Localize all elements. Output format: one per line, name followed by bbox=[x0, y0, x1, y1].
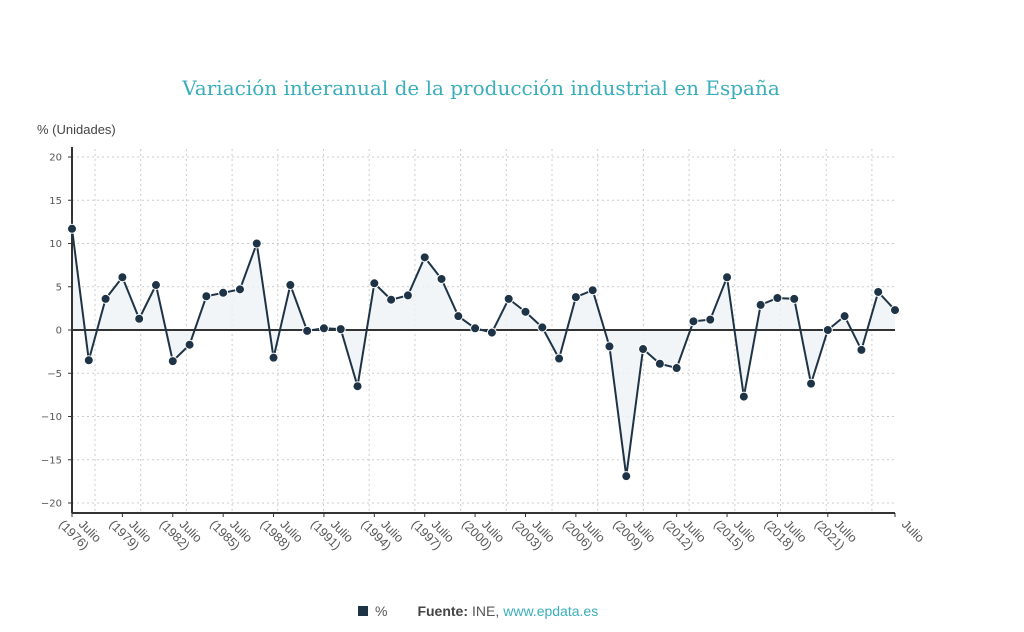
chart-footer: % Fuente: INE, www.epdata.es bbox=[358, 603, 598, 619]
y-axis-label: % (Unidades) bbox=[37, 122, 116, 137]
data-point bbox=[150, 280, 161, 291]
x-tick-label: Julio(2021) bbox=[812, 517, 860, 552]
x-tick-label: Julio(2000) bbox=[459, 517, 507, 552]
y-tick-label: 5 bbox=[56, 282, 62, 293]
x-tick-label: Julio(2003) bbox=[510, 517, 558, 552]
y-tick-label: 20 bbox=[49, 153, 62, 164]
y-tick-label: −10 bbox=[41, 412, 62, 423]
x-tick-label: Julio(1976) bbox=[56, 517, 104, 552]
x-tick-label: Julio bbox=[899, 517, 927, 545]
data-point bbox=[587, 285, 598, 296]
data-point bbox=[873, 286, 884, 297]
x-tick-label: Julio(2006) bbox=[560, 517, 608, 552]
x-tick-label: Julio(1985) bbox=[207, 517, 255, 552]
data-point bbox=[268, 352, 279, 363]
source-text: INE, bbox=[472, 603, 500, 619]
y-tick-label: −5 bbox=[47, 369, 62, 380]
data-point bbox=[251, 238, 262, 249]
y-tick-label: 0 bbox=[56, 326, 62, 337]
series-line bbox=[71, 228, 896, 477]
x-tick-label: Julio(1994) bbox=[358, 517, 406, 552]
data-point bbox=[789, 293, 800, 304]
x-tick-label: Julio(1997) bbox=[409, 517, 457, 552]
data-points bbox=[67, 223, 900, 482]
data-point bbox=[453, 311, 464, 322]
y-tick-label: 15 bbox=[49, 196, 62, 207]
data-point bbox=[486, 327, 497, 338]
x-tick-label: Julio(2018) bbox=[762, 517, 810, 552]
data-point bbox=[856, 344, 867, 355]
data-point bbox=[738, 391, 749, 402]
data-point bbox=[335, 324, 346, 335]
data-point bbox=[537, 322, 548, 333]
data-point bbox=[369, 278, 380, 289]
data-point bbox=[100, 293, 111, 304]
data-point bbox=[184, 339, 195, 350]
data-point bbox=[806, 378, 817, 389]
y-tick-label: 10 bbox=[49, 239, 62, 250]
x-tick-label: Julio(2015) bbox=[711, 517, 759, 552]
data-point bbox=[520, 306, 531, 317]
x-tick-label: Julio(1979) bbox=[106, 517, 154, 552]
data-point bbox=[352, 381, 363, 392]
data-point bbox=[386, 294, 397, 305]
data-point bbox=[755, 299, 766, 310]
data-point bbox=[470, 323, 481, 334]
data-point bbox=[67, 223, 77, 234]
data-point bbox=[218, 287, 229, 298]
data-point bbox=[688, 316, 699, 327]
x-tick-label: Julio(1988) bbox=[258, 517, 306, 552]
data-point bbox=[554, 353, 565, 364]
source-link[interactable]: www.epdata.es bbox=[503, 603, 599, 619]
data-point bbox=[671, 363, 682, 374]
x-tick-label: Julio(1991) bbox=[308, 517, 356, 552]
data-point bbox=[234, 284, 245, 295]
data-point bbox=[117, 272, 128, 283]
x-tick-label: Julio(2009) bbox=[610, 517, 658, 552]
data-point bbox=[772, 292, 783, 303]
x-tick-labels: Julio(1976) Julio(1979) Julio(1982) Julio(1… bbox=[56, 513, 927, 553]
data-point bbox=[419, 252, 430, 263]
x-tick-label: Julio(2012) bbox=[661, 517, 709, 552]
y-tick-label: −15 bbox=[41, 455, 62, 466]
data-point bbox=[621, 471, 632, 482]
data-point bbox=[436, 273, 447, 284]
data-point bbox=[839, 311, 850, 322]
y-tick-label: −20 bbox=[41, 499, 62, 510]
data-point bbox=[890, 305, 900, 316]
x-tick-label: Julio(1982) bbox=[157, 517, 205, 552]
data-point bbox=[285, 280, 296, 291]
data-point bbox=[83, 355, 94, 366]
data-point bbox=[402, 290, 413, 301]
legend-swatch[interactable] bbox=[358, 606, 368, 616]
data-point bbox=[638, 344, 649, 355]
data-point bbox=[201, 291, 212, 302]
chart-title: Variación interanual de la producción in… bbox=[182, 76, 780, 100]
data-point bbox=[705, 314, 716, 325]
x-tick-label-line1: Julio bbox=[899, 517, 927, 545]
legend-label[interactable]: % bbox=[375, 603, 388, 619]
data-point bbox=[167, 356, 178, 367]
data-point bbox=[503, 293, 514, 304]
data-point bbox=[134, 313, 145, 324]
data-point bbox=[570, 292, 581, 303]
data-point bbox=[302, 325, 313, 336]
data-point bbox=[318, 323, 329, 334]
data-point bbox=[822, 325, 833, 335]
data-point bbox=[604, 341, 615, 352]
data-point bbox=[722, 272, 733, 283]
source-label: Fuente: bbox=[417, 603, 469, 619]
y-tick-labels: 20 15 10 5 0 −5 −10 −15 −20 bbox=[41, 153, 72, 510]
area-fill bbox=[72, 228, 895, 477]
data-point bbox=[654, 358, 665, 369]
